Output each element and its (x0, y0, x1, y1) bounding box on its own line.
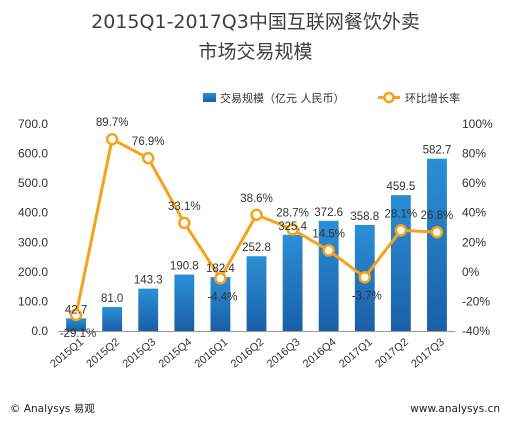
x-tick-label: 2016Q1 (193, 336, 231, 370)
x-tick-label: 2017Q3 (409, 336, 447, 370)
left-tick-label: 0.0 (31, 324, 48, 338)
right-tick-label: 60% (462, 176, 486, 190)
line-point (69, 308, 83, 322)
bar (246, 256, 267, 331)
x-tick-label: 2016Q2 (229, 336, 267, 370)
line-point (105, 132, 119, 146)
legend: 交易规模（亿元 人民币） 环比增长率 (203, 91, 460, 105)
line-value-label: 28.7% (276, 207, 309, 219)
left-tick-label: 500.0 (18, 176, 48, 190)
bar (138, 288, 159, 331)
line-value-label: -3.7% (352, 290, 382, 302)
footer-url: www.analysys.cn (410, 403, 500, 415)
right-tick-label: 80% (462, 147, 486, 161)
bar-value-label: 372.6 (314, 207, 343, 219)
x-axis-ticks: 2015Q12015Q22015Q32015Q42016Q12016Q22016… (48, 336, 447, 370)
line-point (322, 244, 335, 257)
line-value-label: -4.4% (207, 291, 237, 303)
line-point (430, 225, 444, 239)
right-tick-label: -40% (462, 324, 490, 338)
line-point (394, 224, 408, 237)
legend-bar-label: 交易规模（亿元 人民币） (220, 91, 345, 105)
legend-bar-swatch (203, 93, 216, 102)
line-point (358, 271, 372, 284)
left-tick-label: 400.0 (18, 206, 48, 220)
x-tick-label: 2015Q1 (48, 336, 86, 370)
bar-value-label: 81.0 (101, 293, 123, 305)
line-series (69, 132, 444, 322)
bar (102, 307, 123, 331)
line-value-label: -29.1% (60, 328, 96, 340)
line-point (286, 223, 299, 236)
bar (427, 158, 447, 331)
right-tick-label: 40% (462, 206, 486, 220)
left-tick-label: 300.0 (18, 235, 48, 249)
chart-title-line2: 市场交易规模 (198, 41, 312, 63)
line-value-label: 14.5% (312, 228, 345, 240)
bar-value-label: 582.7 (423, 145, 452, 157)
bar-value-labels: 42.7 81.0 143.3 190.8 182.4 252.8 325.4 372.6 35… (65, 145, 451, 317)
left-tick-label: 200.0 (18, 265, 48, 279)
x-tick-label: 2015Q3 (120, 336, 158, 370)
chart-title-line1: 2015Q1-2017Q3中国互联网餐饮外卖 (91, 11, 420, 33)
x-tick-label: 2015Q4 (157, 336, 195, 370)
left-tick-label: 100.0 (18, 294, 48, 308)
footer-copyright: © Analysys 易观 (10, 403, 95, 415)
bar-value-label: 459.5 (386, 181, 415, 193)
bar (282, 234, 303, 331)
x-tick-label: 2017Q2 (373, 336, 411, 370)
x-tick-label: 2016Q3 (265, 336, 303, 370)
bar-value-label: 325.4 (278, 221, 307, 233)
line-point (178, 216, 191, 230)
bar-value-label: 182.4 (206, 263, 235, 275)
line-value-label: 76.9% (132, 136, 165, 148)
left-axis: 0.0 100.0 200.0 300.0 400.0 500.0 600.0 700.0 (18, 117, 48, 338)
x-tick-label: 2015Q2 (84, 336, 122, 370)
line-value-label: 38.6% (240, 193, 273, 205)
bar-value-label: 143.3 (134, 275, 163, 287)
line-value-label: 89.7% (96, 117, 129, 129)
line-point (250, 208, 263, 222)
line-value-label: 28.1% (385, 208, 418, 220)
x-tick-label: 2016Q4 (301, 336, 339, 370)
bar-value-label: 252.8 (242, 242, 271, 254)
left-tick-label: 600.0 (18, 147, 48, 161)
right-axis: -40% -20% 0% 20% 40% 60% 80% 100% (462, 117, 493, 338)
line-value-label: 33.1% (168, 201, 201, 213)
x-tick-label: 2017Q1 (337, 336, 375, 370)
bar (174, 274, 195, 331)
right-tick-label: 100% (462, 117, 493, 131)
bar (66, 318, 86, 331)
line-point (214, 272, 227, 285)
legend-line-marker (383, 91, 395, 104)
legend-line-label: 环比增长率 (405, 91, 460, 105)
bar-value-label: 190.8 (170, 261, 199, 273)
right-tick-label: 20% (462, 235, 486, 249)
line-value-label: 26.8% (421, 210, 454, 222)
right-tick-label: 0% (462, 265, 480, 279)
bar-value-label: 42.7 (65, 304, 87, 316)
right-tick-label: -20% (462, 294, 490, 308)
line-value-labels: -29.1% 89.7%76.9% 33.1% -4.4% 38.6%28.7%14.5… (60, 117, 453, 340)
bar-value-label: 358.8 (350, 211, 379, 223)
left-tick-label: 700.0 (18, 117, 48, 131)
bar (210, 277, 231, 331)
line-point (141, 151, 155, 165)
